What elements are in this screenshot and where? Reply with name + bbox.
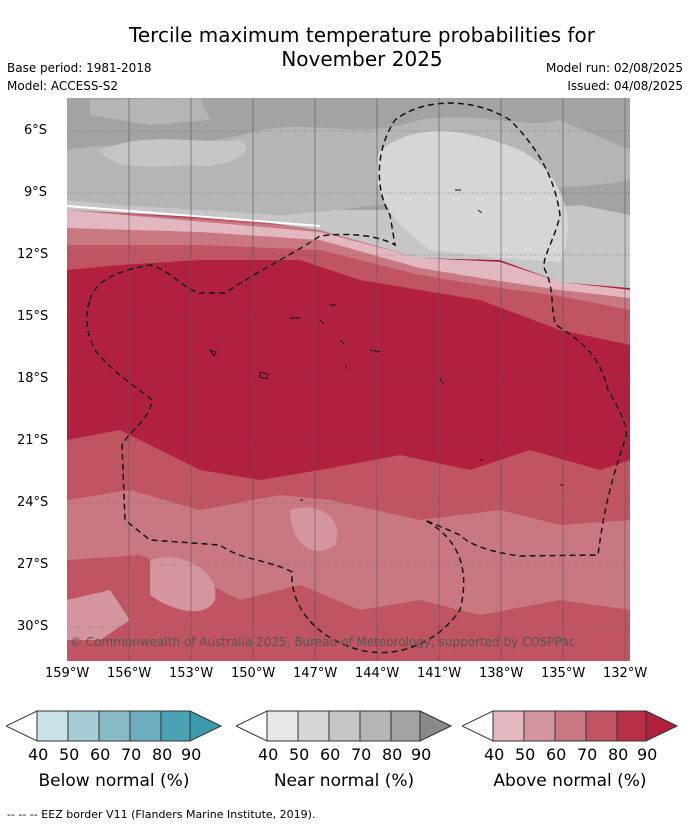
title-line-2: November 2025 xyxy=(281,47,443,71)
issued-date: Issued: 04/08/2025 xyxy=(567,79,683,93)
legend-above-swatch-5 xyxy=(616,710,647,742)
legend-above-tick-80: 80 xyxy=(608,745,629,764)
legend-below-tick-80: 80 xyxy=(152,745,173,764)
legend-above-tick-70: 70 xyxy=(577,745,598,764)
lat-label-9s: 9°S xyxy=(24,185,48,200)
legend-near-swatch-4 xyxy=(359,710,392,742)
legend-below-swatch-6 xyxy=(189,710,222,742)
near-normal-50-patch xyxy=(376,131,568,262)
lat-label-21s: 21°S xyxy=(17,433,49,448)
legend-near-swatch-2 xyxy=(297,710,330,742)
legend-near-swatch-3 xyxy=(328,710,361,742)
legend-below-normal-bar xyxy=(6,710,222,742)
above-normal-60-patch-2 xyxy=(290,507,338,551)
above-normal-50-north xyxy=(67,210,630,298)
legend-above-tick-90: 90 xyxy=(637,745,658,764)
legend-near-tick-50: 50 xyxy=(289,745,310,764)
tercile-boundary-line xyxy=(67,205,321,227)
legend-above-swatch-2 xyxy=(523,710,556,742)
legend-near-swatch-0 xyxy=(236,710,268,742)
legend-near-tick-80: 80 xyxy=(382,745,403,764)
meta-left: Base period: 1981-2018 Model: ACCESS-S2 xyxy=(7,59,152,95)
legend-below-swatch-4 xyxy=(129,710,162,742)
legend-below-swatch-0 xyxy=(6,710,38,742)
lat-label-24s: 24°S xyxy=(17,495,49,510)
legend-above-normal-bar xyxy=(462,710,678,742)
legend-below-tick-60: 60 xyxy=(90,745,111,764)
lat-label-27s: 27°S xyxy=(17,557,49,572)
lat-label-6s: 6°S xyxy=(24,123,48,138)
above-normal-60-patch-3 xyxy=(67,590,130,640)
legend-below-tick-40: 40 xyxy=(28,745,49,764)
legend-near-tick-70: 70 xyxy=(351,745,372,764)
legend-above-swatch-0 xyxy=(462,710,494,742)
legend-near-title: Near normal (%) xyxy=(273,771,415,791)
lon-label-153w: 153°W xyxy=(169,666,214,681)
lon-label-132w: 132°W xyxy=(603,666,648,681)
legend-below-swatch-2 xyxy=(67,710,100,742)
legend-below-tick-90: 90 xyxy=(181,745,202,764)
copyright-text: © Commonwealth of Australia 2025, Bureau… xyxy=(70,635,575,649)
legend-below-swatch-1 xyxy=(36,710,69,742)
lon-label-159w: 159°W xyxy=(45,666,90,681)
lon-label-138w: 138°W xyxy=(479,666,524,681)
longitude-gridlines xyxy=(128,98,626,661)
lon-label-150w: 150°W xyxy=(231,666,276,681)
model-run: Model run: 02/08/2025 xyxy=(545,61,683,75)
legend-near-normal-bar xyxy=(236,710,452,742)
lon-label-156w: 156°W xyxy=(107,666,152,681)
near-normal-70-patch xyxy=(90,98,210,125)
legend-below-swatch-5 xyxy=(160,710,191,742)
legend-above-swatch-3 xyxy=(554,710,587,742)
legend-below-tick-50: 50 xyxy=(59,745,80,764)
legend-above-title: Above normal (%) xyxy=(493,771,647,791)
eez-footer-note: -- -- -- EEZ border V11 (Flanders Marine… xyxy=(7,808,316,821)
lat-label-15s: 15°S xyxy=(17,309,49,324)
islands xyxy=(208,189,564,501)
map-title: Tercile maximum temperature probabilitie… xyxy=(60,23,664,71)
latitude-gridlines xyxy=(67,130,630,628)
legend-below-title: Below normal (%) xyxy=(38,771,190,791)
lat-label-30s: 30°S xyxy=(17,619,49,634)
lon-label-141w: 141°W xyxy=(417,666,462,681)
legend-near-swatch-1 xyxy=(266,710,299,742)
map-canvas: © Commonwealth of Australia 2025, Bureau… xyxy=(67,98,630,661)
legend-above-swatch-4 xyxy=(585,710,618,742)
legend-above-swatch-1 xyxy=(492,710,525,742)
legend-below-swatch-3 xyxy=(98,710,131,742)
legend-near-swatch-5 xyxy=(390,710,421,742)
base-period: Base period: 1981-2018 xyxy=(7,61,152,75)
near-normal-60-patch xyxy=(100,139,247,167)
above-normal-60-patch-1 xyxy=(150,557,216,612)
lat-label-18s: 18°S xyxy=(17,371,49,386)
legend-near-tick-90: 90 xyxy=(411,745,432,764)
legend-below-tick-70: 70 xyxy=(121,745,142,764)
lon-label-147w: 147°W xyxy=(293,666,338,681)
eez-border xyxy=(85,102,627,654)
lat-label-12s: 12°S xyxy=(17,247,49,262)
legend-above-tick-40: 40 xyxy=(484,745,505,764)
legend-near-swatch-6 xyxy=(419,710,452,742)
legend-near-tick-60: 60 xyxy=(320,745,341,764)
legend-above-swatch-6 xyxy=(645,710,678,742)
meta-right: Model run: 02/08/2025 Issued: 04/08/2025 xyxy=(546,59,683,95)
lon-label-135w: 135°W xyxy=(541,666,586,681)
legend-above-tick-50: 50 xyxy=(515,745,536,764)
lon-label-144w: 144°W xyxy=(355,666,400,681)
model-name: Model: ACCESS-S2 xyxy=(7,79,119,93)
above-normal-80-far-south xyxy=(67,555,630,661)
above-normal-70-north xyxy=(67,210,630,310)
legend-near-tick-40: 40 xyxy=(258,745,279,764)
legend-above-tick-60: 60 xyxy=(546,745,567,764)
title-line-1: Tercile maximum temperature probabilitie… xyxy=(129,23,595,47)
